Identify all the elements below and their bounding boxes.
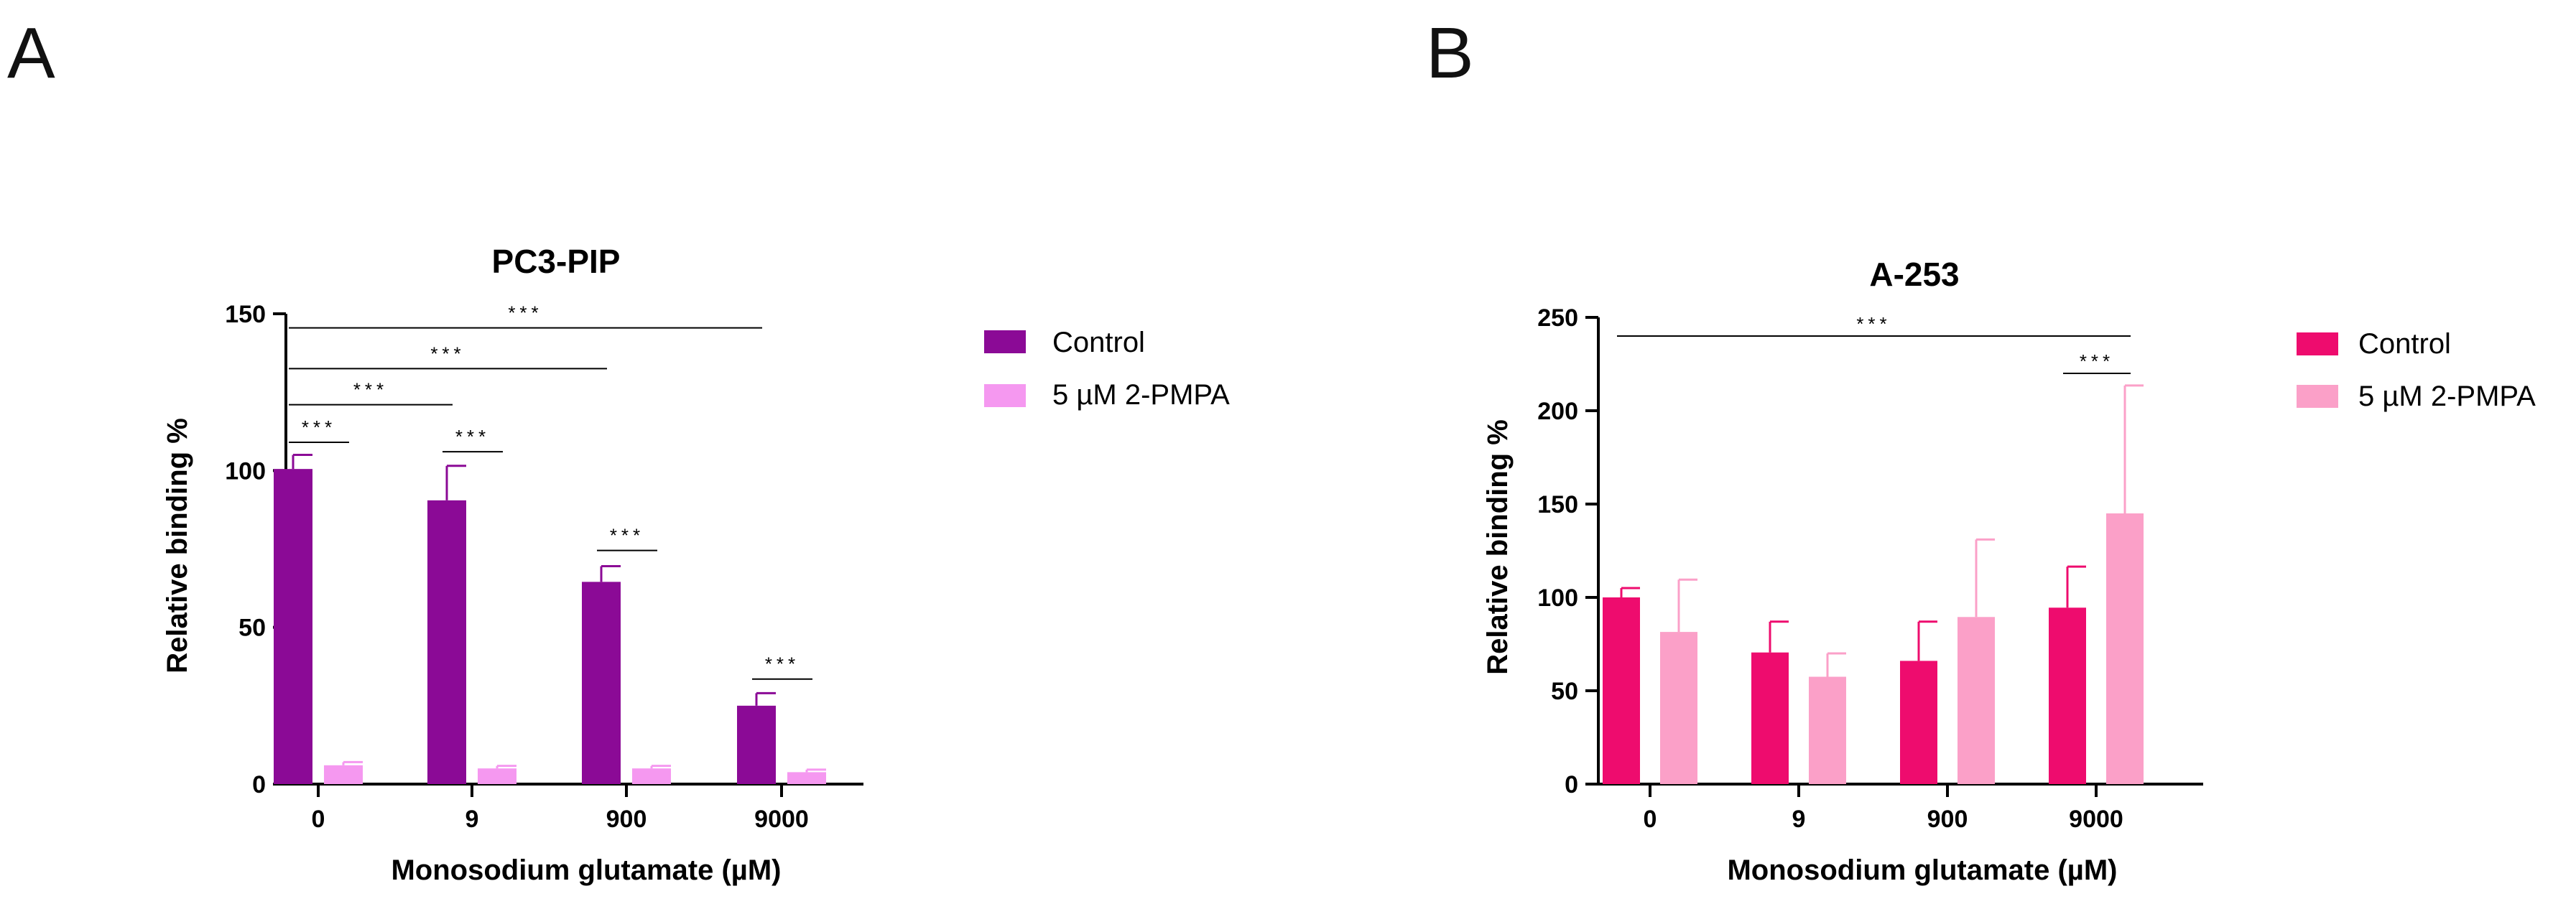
bar-pmpa-9 <box>1809 676 1846 784</box>
legend-swatch-control-b <box>2297 332 2338 355</box>
x-ticks-a: 0 9 900 9000 <box>312 784 809 833</box>
y-tick-label: 0 <box>1565 771 1578 798</box>
significance-label: *** <box>302 416 336 438</box>
bar-control-9000 <box>737 705 776 784</box>
x-tick-label: 9 <box>1792 806 1806 833</box>
y-tick-label: 50 <box>1551 678 1578 705</box>
legend-swatch-pmpa-a <box>984 384 1026 407</box>
y-axis-label-b: Relative binding % <box>1482 419 1514 675</box>
significance-label: *** <box>2080 350 2114 372</box>
legend-label-pmpa-a: 5 µM 2-PMPA <box>1052 379 1230 411</box>
y-axis-label-a: Relative binding % <box>162 418 193 674</box>
x-tick-label: 0 <box>1644 806 1657 833</box>
bar-pmpa-900 <box>1958 617 1995 784</box>
x-tick-label: 900 <box>1927 806 1968 833</box>
y-tick-label: 50 <box>238 615 266 642</box>
bar-control-0 <box>274 469 312 784</box>
y-ticks-b: 0 50 100 150 200 250 <box>1537 304 1598 798</box>
significance-label: *** <box>1856 313 1891 335</box>
bar-pmpa-900 <box>632 768 671 784</box>
significance-a: *** *** *** *** *** *** *** <box>289 302 812 680</box>
x-tick-label: 9000 <box>754 806 809 833</box>
legend-a: Control 5 µM 2-PMPA <box>984 327 1230 411</box>
y-tick-label: 150 <box>225 301 266 328</box>
legend-b: Control 5 µM 2-PMPA <box>2297 328 2536 412</box>
panel-a: A PC3-PIP Relative binding % Monosodium … <box>7 13 1230 886</box>
bar-pmpa-9000 <box>787 772 826 784</box>
bar-pmpa-0 <box>1660 632 1697 784</box>
x-tick-label: 900 <box>606 806 647 833</box>
significance-b: *** *** <box>1617 313 2131 374</box>
legend-label-pmpa-b: 5 µM 2-PMPA <box>2358 381 2536 412</box>
significance-label: *** <box>455 426 490 447</box>
y-tick-label: 100 <box>1537 584 1578 612</box>
chart-title-a: PC3-PIP <box>492 243 621 280</box>
bar-control-9000 <box>2049 607 2086 784</box>
x-tick-label: 9 <box>465 806 479 833</box>
y-tick-label: 150 <box>1537 491 1578 518</box>
significance-label: *** <box>353 379 388 401</box>
bar-pmpa-9 <box>478 768 516 784</box>
y-tick-label: 200 <box>1537 398 1578 425</box>
bars-b <box>1603 384 2144 784</box>
legend-label-control-b: Control <box>2358 328 2451 360</box>
bar-control-0 <box>1603 597 1640 784</box>
significance-label: *** <box>430 343 465 364</box>
panel-b: B A-253 Relative binding % Monosodium gl… <box>1426 13 2536 886</box>
x-tick-label: 9000 <box>2069 806 2123 833</box>
bar-control-9 <box>427 500 466 784</box>
significance-label: *** <box>508 302 542 324</box>
panel-letter-a: A <box>7 13 55 93</box>
y-tick-label: 0 <box>252 771 266 798</box>
panel-letter-b: B <box>1426 13 1474 93</box>
bars-a <box>274 454 826 784</box>
bar-pmpa-9000 <box>2106 513 2144 784</box>
x-ticks-b: 0 9 900 9000 <box>1644 784 2123 833</box>
bar-control-900 <box>582 582 621 784</box>
legend-swatch-control-a <box>984 330 1026 353</box>
legend-swatch-pmpa-b <box>2297 385 2338 408</box>
x-axis-label-b: Monosodium glutamate (µM) <box>1727 854 2117 886</box>
bar-control-9 <box>1751 652 1789 784</box>
significance-label: *** <box>610 525 644 546</box>
bar-control-900 <box>1900 661 1937 784</box>
legend-label-control-a: Control <box>1052 327 1145 358</box>
x-axis-label-a: Monosodium glutamate (µM) <box>391 854 781 886</box>
y-tick-label: 100 <box>225 457 266 485</box>
x-tick-label: 0 <box>312 806 325 833</box>
significance-label: *** <box>765 653 800 675</box>
bar-pmpa-0 <box>324 765 363 784</box>
y-tick-label: 250 <box>1537 304 1578 332</box>
chart-title-b: A-253 <box>1869 256 1959 293</box>
